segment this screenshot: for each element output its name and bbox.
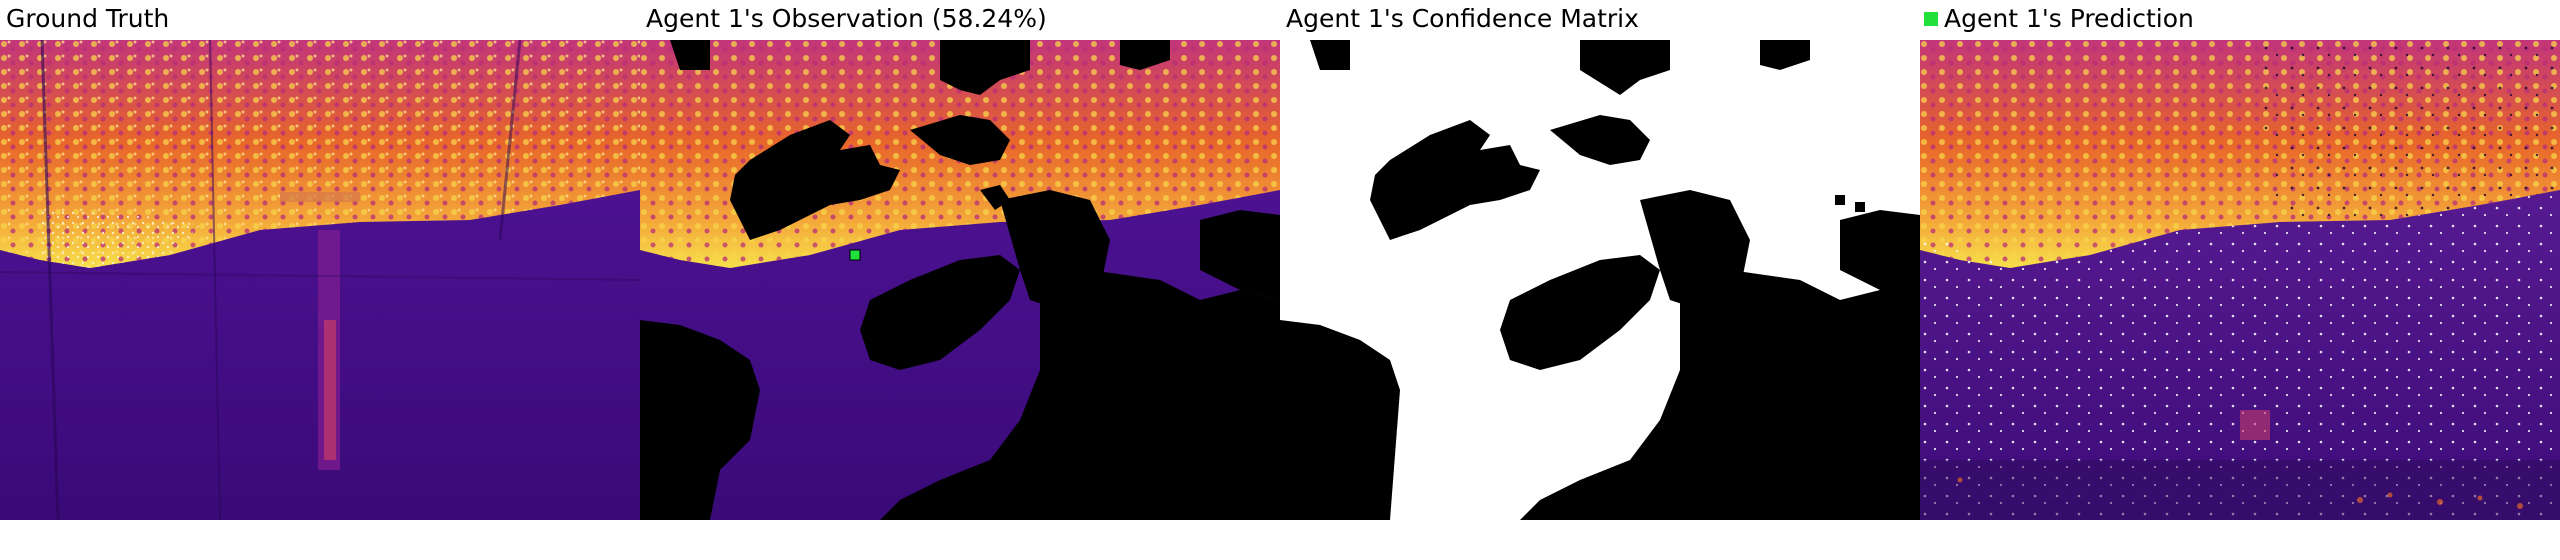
agent-position-marker — [849, 249, 861, 261]
confidence-matrix-image — [1280, 40, 1920, 520]
panel-title-ground-truth: Ground Truth — [6, 4, 170, 33]
observation-image — [640, 40, 1280, 520]
panel-title-observation: Agent 1's Observation (58.24%) — [646, 4, 1047, 33]
panel-title-prediction: Agent 1's Prediction — [1924, 0, 2194, 38]
ground-truth-image — [0, 40, 640, 520]
prediction-image — [1920, 40, 2560, 520]
legend-swatch-green — [1924, 12, 1938, 26]
panel-title-confidence-matrix: Agent 1's Confidence Matrix — [1286, 4, 1639, 33]
observation-mask — [640, 40, 1280, 520]
